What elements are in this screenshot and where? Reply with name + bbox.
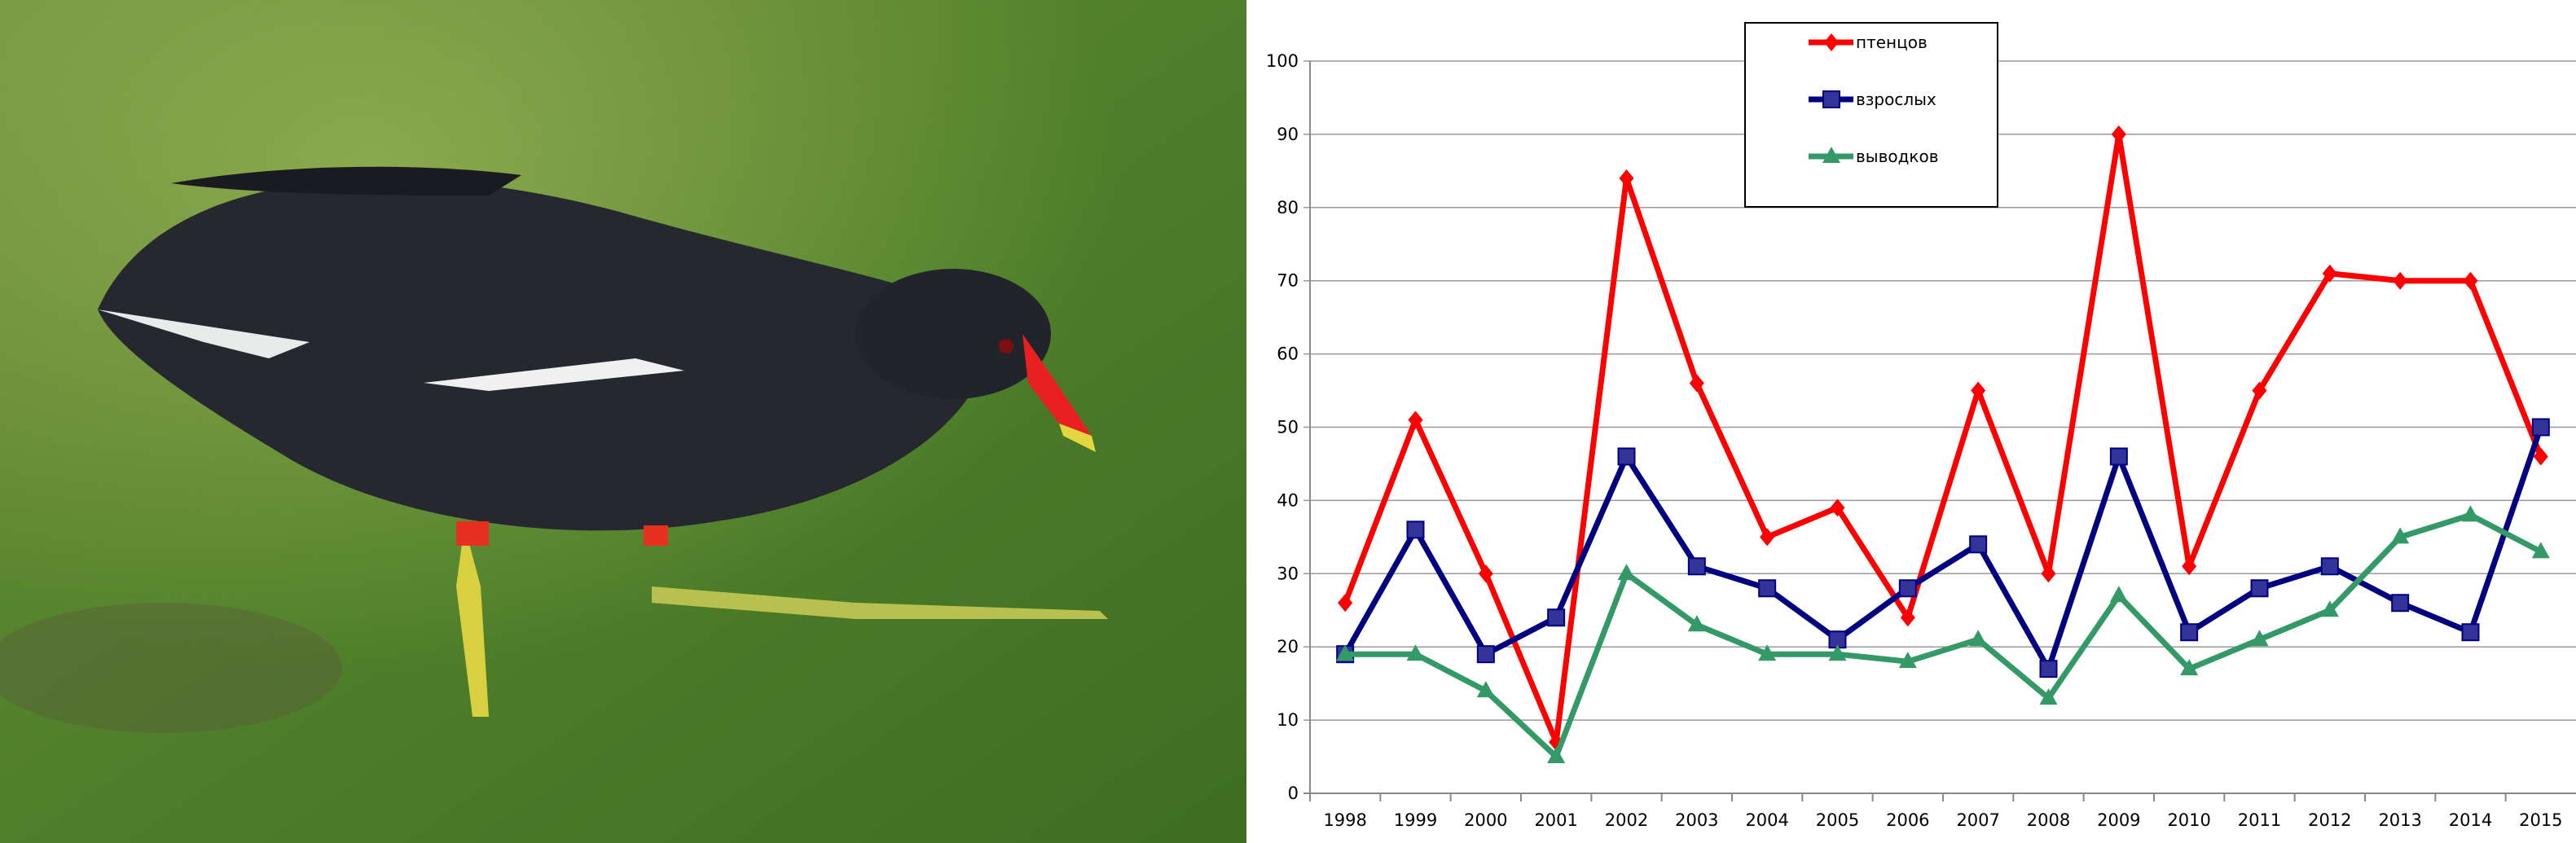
data-point-square [1687,557,1706,576]
x-tick-label: 2001 [1534,810,1577,830]
x-tick-label: 2003 [1675,810,1718,830]
legend: птенцов взрослых выводков [1744,22,1998,208]
data-point-diamond [2182,557,2197,576]
data-point-square [2391,594,2410,612]
data-point-square [2461,623,2480,642]
x-tick-label: 2015 [2519,810,2562,830]
data-point-square [2531,418,2550,437]
data-point-square [1969,535,1988,554]
x-tick-label: 2007 [1956,810,1999,830]
data-point-triangle [1687,615,1706,632]
data-point-square [2039,660,2058,678]
y-tick-label: 80 [1277,198,1299,217]
data-point-diamond [1478,564,1493,583]
data-point-triangle [2320,600,2339,617]
data-point-square [1617,447,1636,466]
x-tick-label: 2009 [2097,810,2140,830]
data-point-diamond [1689,374,1704,393]
series-line [1342,131,2544,745]
data-point-square [1758,579,1777,598]
data-point-square [2109,447,2128,466]
moorhen-photo [0,0,1246,843]
data-point-diamond [2041,564,2056,583]
data-point-triangle [1476,681,1495,698]
data-point-triangle [2531,542,2550,559]
data-point-triangle [1828,644,1847,661]
x-tick-label: 2010 [2167,810,2210,830]
data-point-triangle [1406,644,1425,661]
data-point-triangle [1617,564,1636,581]
x-tick-label: 1999 [1394,810,1437,830]
data-point-diamond [1900,608,1915,627]
y-tick-label: 70 [1277,271,1299,291]
x-tick-label: 2004 [1745,810,1788,830]
y-tick-label: 60 [1277,345,1299,364]
data-point-triangle [2180,659,2199,676]
data-point-square [2320,557,2339,576]
data-point-square [1822,90,1840,108]
data-point-diamond [2533,447,2548,466]
series-2 [1336,505,2550,764]
series-line [1345,512,2543,760]
data-point-diamond [1408,411,1423,429]
data-point-triangle [1547,747,1566,764]
legend-label: взрослых [1856,90,1936,109]
data-point-triangle [1822,147,1840,163]
data-point-diamond [2322,264,2337,283]
data-point-triangle [2461,505,2480,522]
y-tick-label: 30 [1277,564,1299,583]
y-tick-label: 100 [1266,51,1299,71]
y-tick-label: 90 [1277,125,1299,144]
y-tick-label: 10 [1277,710,1299,730]
line-chart: 0 10 20 30 40 50 60 70 80 90 100 1998 1999 2000 2001 2… [1266,22,2576,830]
data-point-diamond [1338,594,1353,612]
x-tick-label: 2012 [2308,810,2351,830]
data-point-triangle [2109,586,2128,603]
x-tick-label: 2014 [2449,810,2492,830]
data-point-triangle [2039,688,2058,705]
data-point-square [1547,608,1566,627]
data-point-diamond [2463,271,2478,290]
data-point-triangle [1898,652,1917,669]
x-tick-label: 2002 [1605,810,1648,830]
data-point-square [2180,623,2199,642]
data-point-diamond [1619,169,1634,187]
data-point-square [1476,645,1495,664]
series-0 [1338,125,2548,752]
series-line [1343,426,2544,672]
data-point-diamond [2111,125,2126,143]
legend-label: птенцов [1856,33,1928,52]
x-tick-label: 2000 [1464,810,1507,830]
x-tick-label: 2008 [2027,810,2070,830]
data-point-triangle [1336,644,1355,661]
data-point-triangle [2250,630,2269,647]
data-point-triangle [1969,630,1988,647]
data-point-square [1406,520,1425,539]
x-tick-label: 2013 [2378,810,2421,830]
legend-label: выводков [1856,147,1939,166]
data-point-diamond [1760,528,1775,547]
data-point-triangle [2391,527,2410,544]
y-tick-label: 0 [1288,784,1299,803]
data-point-diamond [2252,381,2267,400]
data-point-diamond [1830,498,1845,517]
x-tick-label: 2011 [2238,810,2281,830]
y-tick-label: 20 [1277,637,1299,656]
data-point-square [2250,579,2269,598]
bird [98,166,1108,717]
x-tick-label: 2005 [1816,810,1859,830]
data-point-diamond [1824,33,1839,51]
x-tick-label: 1998 [1323,810,1366,830]
y-tick-label: 40 [1277,490,1299,510]
data-point-diamond [2393,271,2408,290]
y-tick-label: 50 [1277,418,1299,437]
x-tick-label: 2006 [1886,810,1929,830]
data-point-square [1898,579,1917,598]
data-point-triangle [1758,644,1777,661]
data-point-diamond [1971,381,1986,400]
series-1 [1336,418,2550,678]
